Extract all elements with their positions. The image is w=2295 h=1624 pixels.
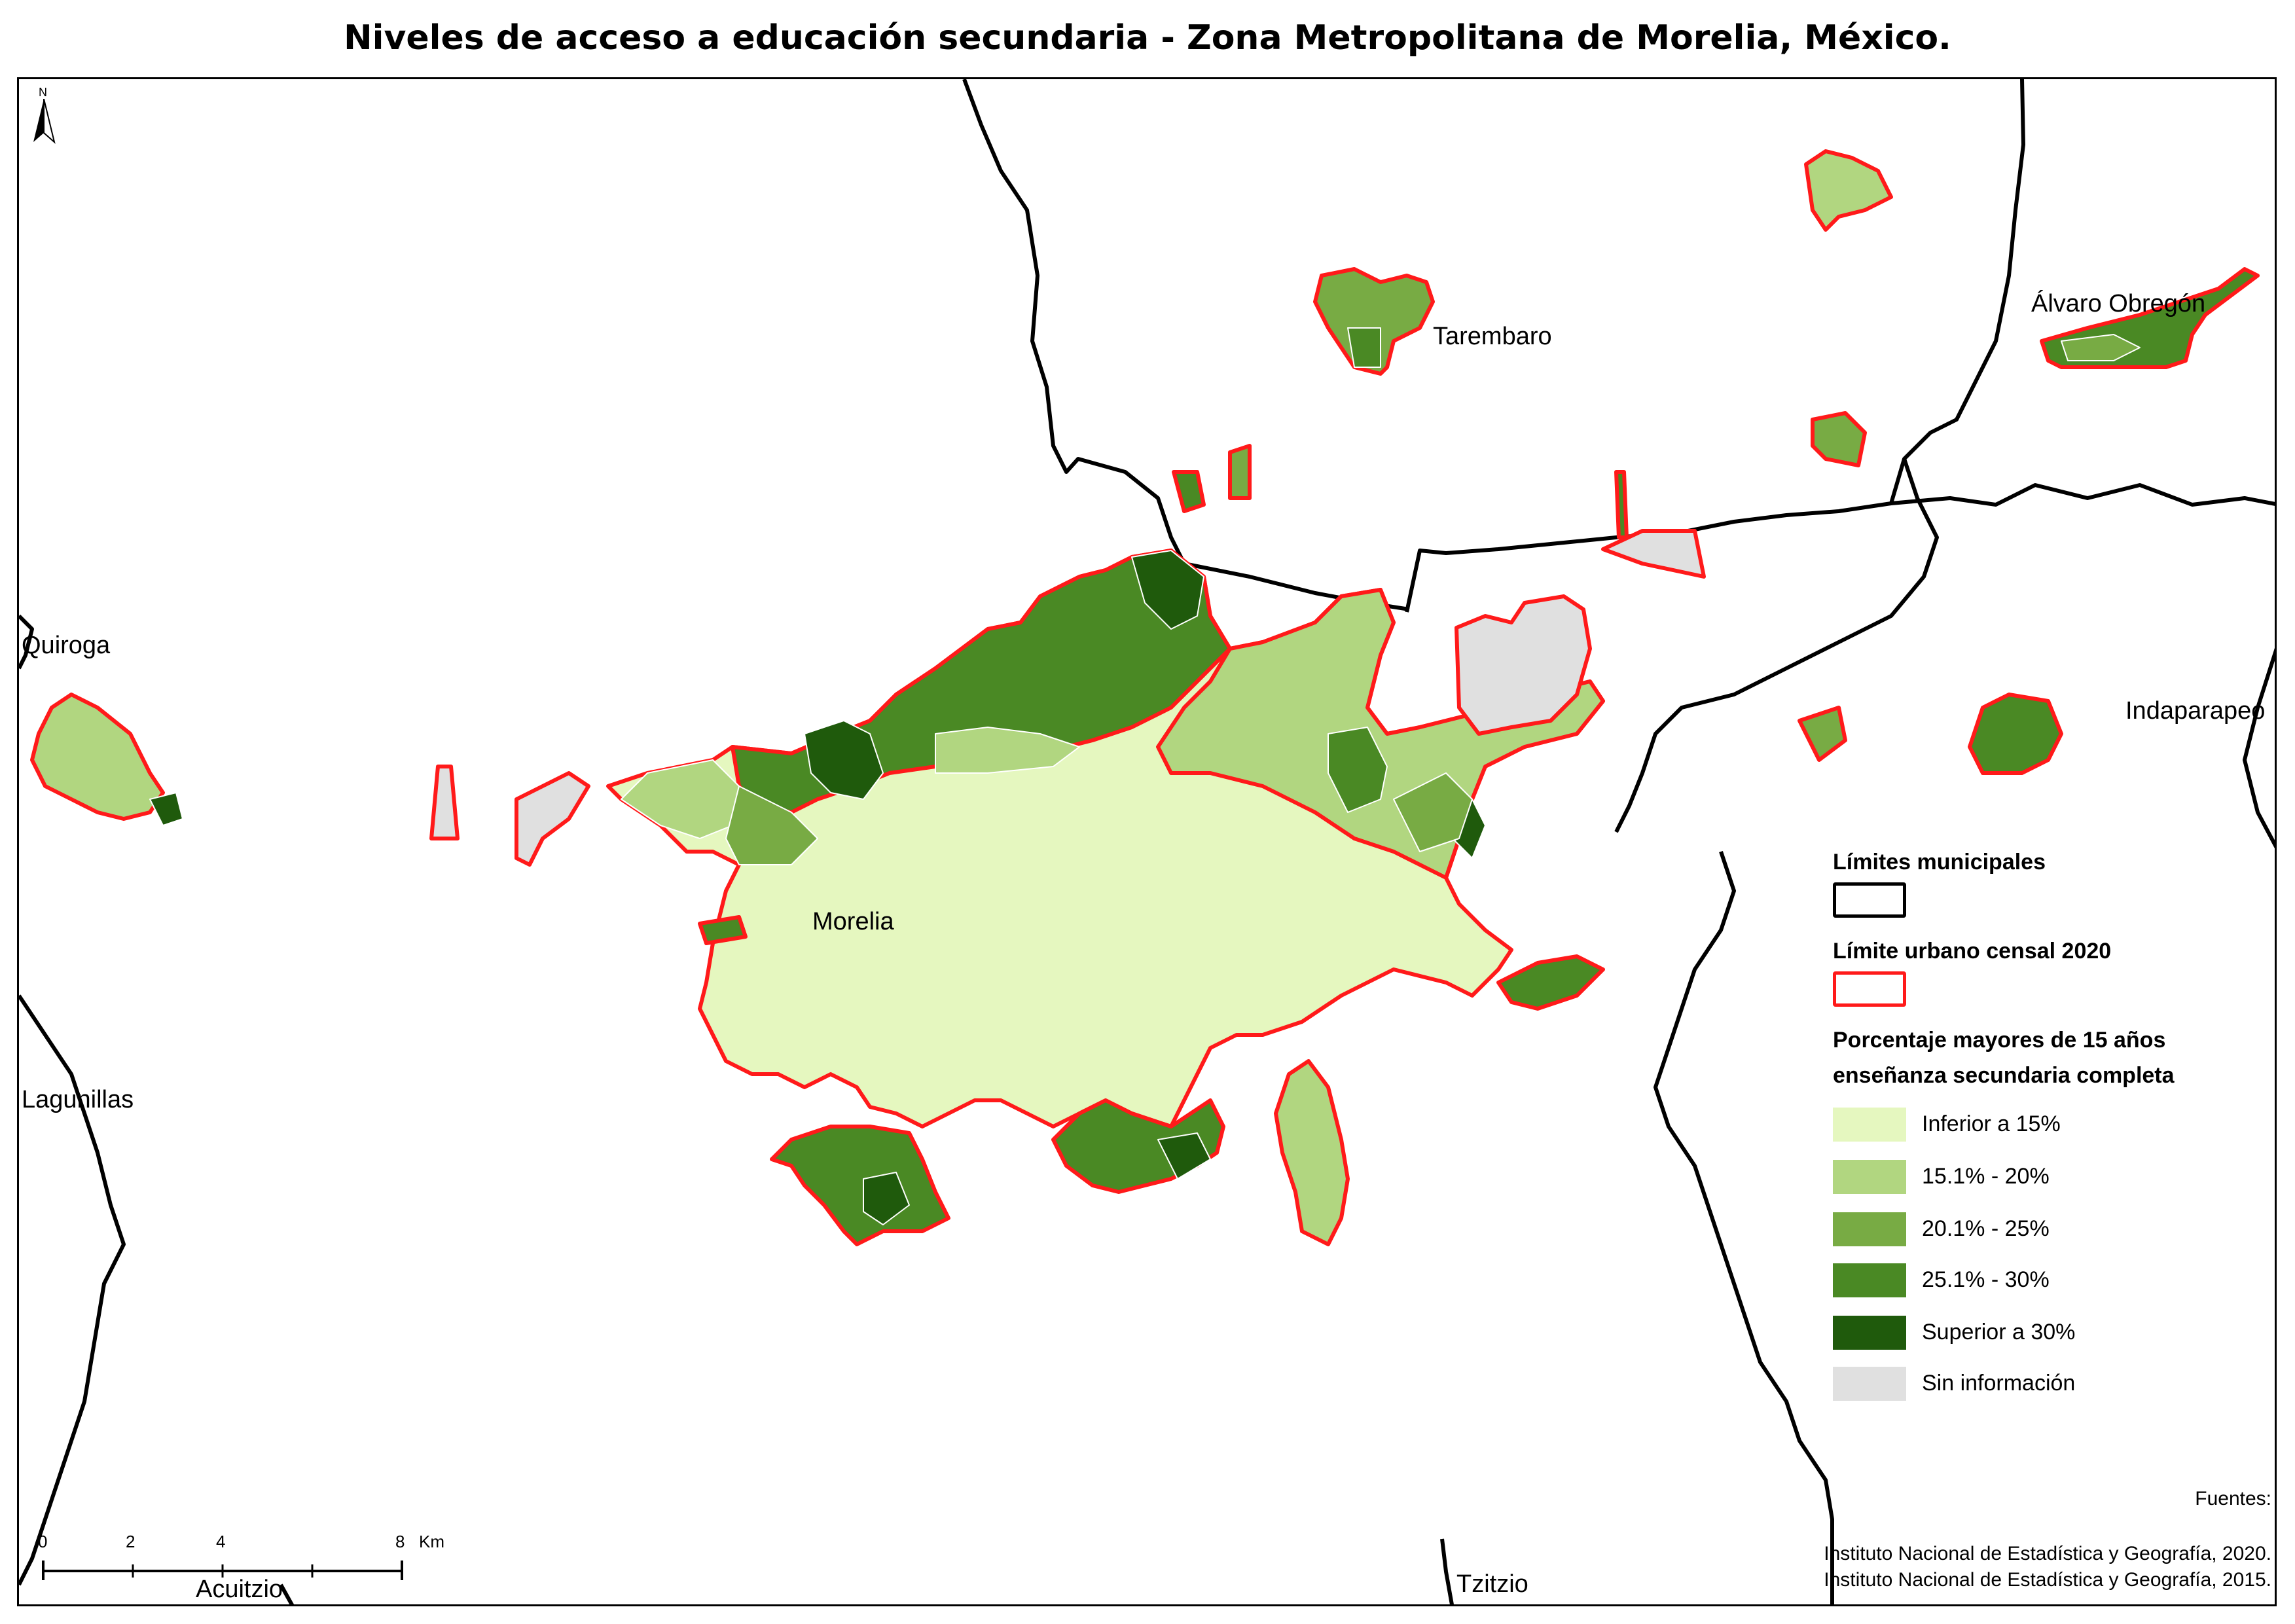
legend-pct-title-line1: Porcentaje mayores de 15 años: [1833, 1028, 2166, 1053]
sources-heading: Fuentes:: [2195, 1488, 2271, 1509]
alvaro-obregon-mid: [2061, 334, 2141, 361]
municipal-line-southwest: [279, 1583, 295, 1604]
legend-label-class-6: Sin información: [1922, 1371, 2076, 1396]
map-frame: Quiroga Morelia Tarembaro Álvaro Obregón…: [17, 77, 2277, 1606]
place-label-acuitzio: Acuitzio: [196, 1576, 283, 1603]
quiroga-dark: [149, 792, 183, 826]
sources-block: Fuentes: Instituto Nacional de Estadísti…: [1824, 1486, 2271, 1593]
municipal-line-east: [1405, 79, 2025, 613]
legend-swatch-class-2: [1833, 1160, 1906, 1194]
municipal-line-north: [962, 79, 1410, 611]
morelia-east-dark: [1328, 727, 1388, 813]
legend-label-class-2: 15.1% - 20%: [1922, 1164, 2050, 1189]
tarembaro-dark: [1347, 327, 1381, 368]
municipal-line-west: [19, 994, 126, 1586]
morelia-east-mid2: [1393, 772, 1473, 852]
legend-label-class-3: 20.1% - 25%: [1922, 1216, 2050, 1241]
no-info-strip: [1601, 529, 1706, 579]
morelia-west-mid: [725, 785, 818, 865]
map-canvas: [19, 79, 2275, 1604]
place-label-alvaro-obregon: Álvaro Obregón: [2031, 290, 2206, 317]
place-label-tzitzio: Tzitzio: [1456, 1570, 1528, 1598]
quiroga-urban-area: [30, 693, 165, 821]
municipal-line-south: [1440, 1538, 1454, 1604]
west-enclave-1: [429, 765, 460, 840]
morelia-south-dark: [1157, 1132, 1211, 1180]
north-arrow: N: [32, 86, 58, 145]
east-enclave-1: [1811, 411, 1867, 467]
east-enclave-2: [1968, 693, 2063, 775]
legend-urban-symbol: [1833, 971, 1906, 1007]
municipal-line-indaparapeo: [2243, 647, 2275, 849]
place-label-quiroga: Quiroga: [22, 632, 111, 659]
municipal-line-far-east: [1890, 483, 2275, 507]
morelia-east-zone: [1156, 588, 1605, 880]
place-label-tarembaro: Tarembaro: [1433, 323, 1552, 350]
legend-pct-title-line2: enseñanza secundaria completa: [1833, 1063, 2175, 1088]
place-label-morelia: Morelia: [812, 908, 894, 935]
east-enclave-4: [1496, 954, 1605, 1011]
place-label-indaparapeo: Indaparapeo: [2125, 697, 2266, 725]
legend-label-class-5: Superior a 30%: [1922, 1320, 2076, 1344]
legend-municipal-title: Límites municipales: [1833, 850, 2046, 875]
legend-swatch-class-5: [1833, 1316, 1906, 1350]
sources-line-1: Instituto Nacional de Estadística y Geog…: [1824, 1543, 2271, 1564]
tarembaro-urban-area: [1313, 267, 1435, 376]
legend-urban-title: Límite urbano censal 2020: [1833, 939, 2112, 964]
northeast-urban-area: [1804, 149, 1893, 232]
north-arrow-label: N: [39, 86, 47, 99]
morelia-northwest-dark: [804, 720, 884, 800]
west-enclave-3: [698, 915, 748, 945]
morelia-north-dark: [1131, 550, 1204, 630]
legend-label-class-4: 25.1% - 30%: [1922, 1267, 2050, 1292]
scale-tick-label-2: 2: [126, 1532, 136, 1551]
municipal-line-northwest: [19, 614, 34, 670]
map-title: Niveles de acceso a educación secundaria…: [344, 18, 1951, 58]
west-enclave-2: [515, 771, 590, 867]
legend-swatch-class-1: [1833, 1108, 1906, 1142]
north-enclave-1: [1172, 470, 1206, 513]
scale-unit-label: Km: [419, 1532, 444, 1551]
sources-line-2: Instituto Nacional de Estadística y Geog…: [1824, 1569, 2271, 1591]
morelia-southwest-lobe: [770, 1125, 950, 1246]
legend-swatch-class-6: [1833, 1367, 1906, 1401]
scale-tick-label-8: 8: [395, 1532, 405, 1551]
municipal-boundaries: [19, 79, 2275, 1604]
north-arrow-icon: [33, 99, 56, 144]
no-info-area-east: [1455, 594, 1592, 736]
morelia-southwest-dark: [863, 1172, 910, 1225]
morelia-west-light: [621, 759, 740, 839]
legend-swatch-class-4: [1833, 1263, 1906, 1297]
scale-tick-label-0: 0: [38, 1532, 48, 1551]
municipal-line-southeast: [1653, 851, 1834, 1604]
urban-areas: [30, 149, 2260, 1246]
scale-bar: 0 2 4 8 Km: [26, 1532, 444, 1591]
scale-tick-label-4: 4: [216, 1532, 226, 1551]
place-label-lagunillas: Lagunillas: [22, 1086, 134, 1113]
north-enclave-2: [1228, 444, 1252, 500]
morelia-north-mid: [935, 727, 1080, 774]
east-enclave-3: [1798, 706, 1847, 762]
scale-bar-graphic: [42, 1561, 403, 1580]
municipal-line-east2: [1614, 458, 1939, 833]
legend-swatch-class-3: [1833, 1212, 1906, 1246]
south-isolated-area: [1274, 1059, 1350, 1246]
legend-municipal-symbol: [1833, 882, 1906, 918]
urban-strip-north: [1614, 470, 1629, 539]
legend-label-class-1: Inferior a 15%: [1922, 1111, 2061, 1136]
